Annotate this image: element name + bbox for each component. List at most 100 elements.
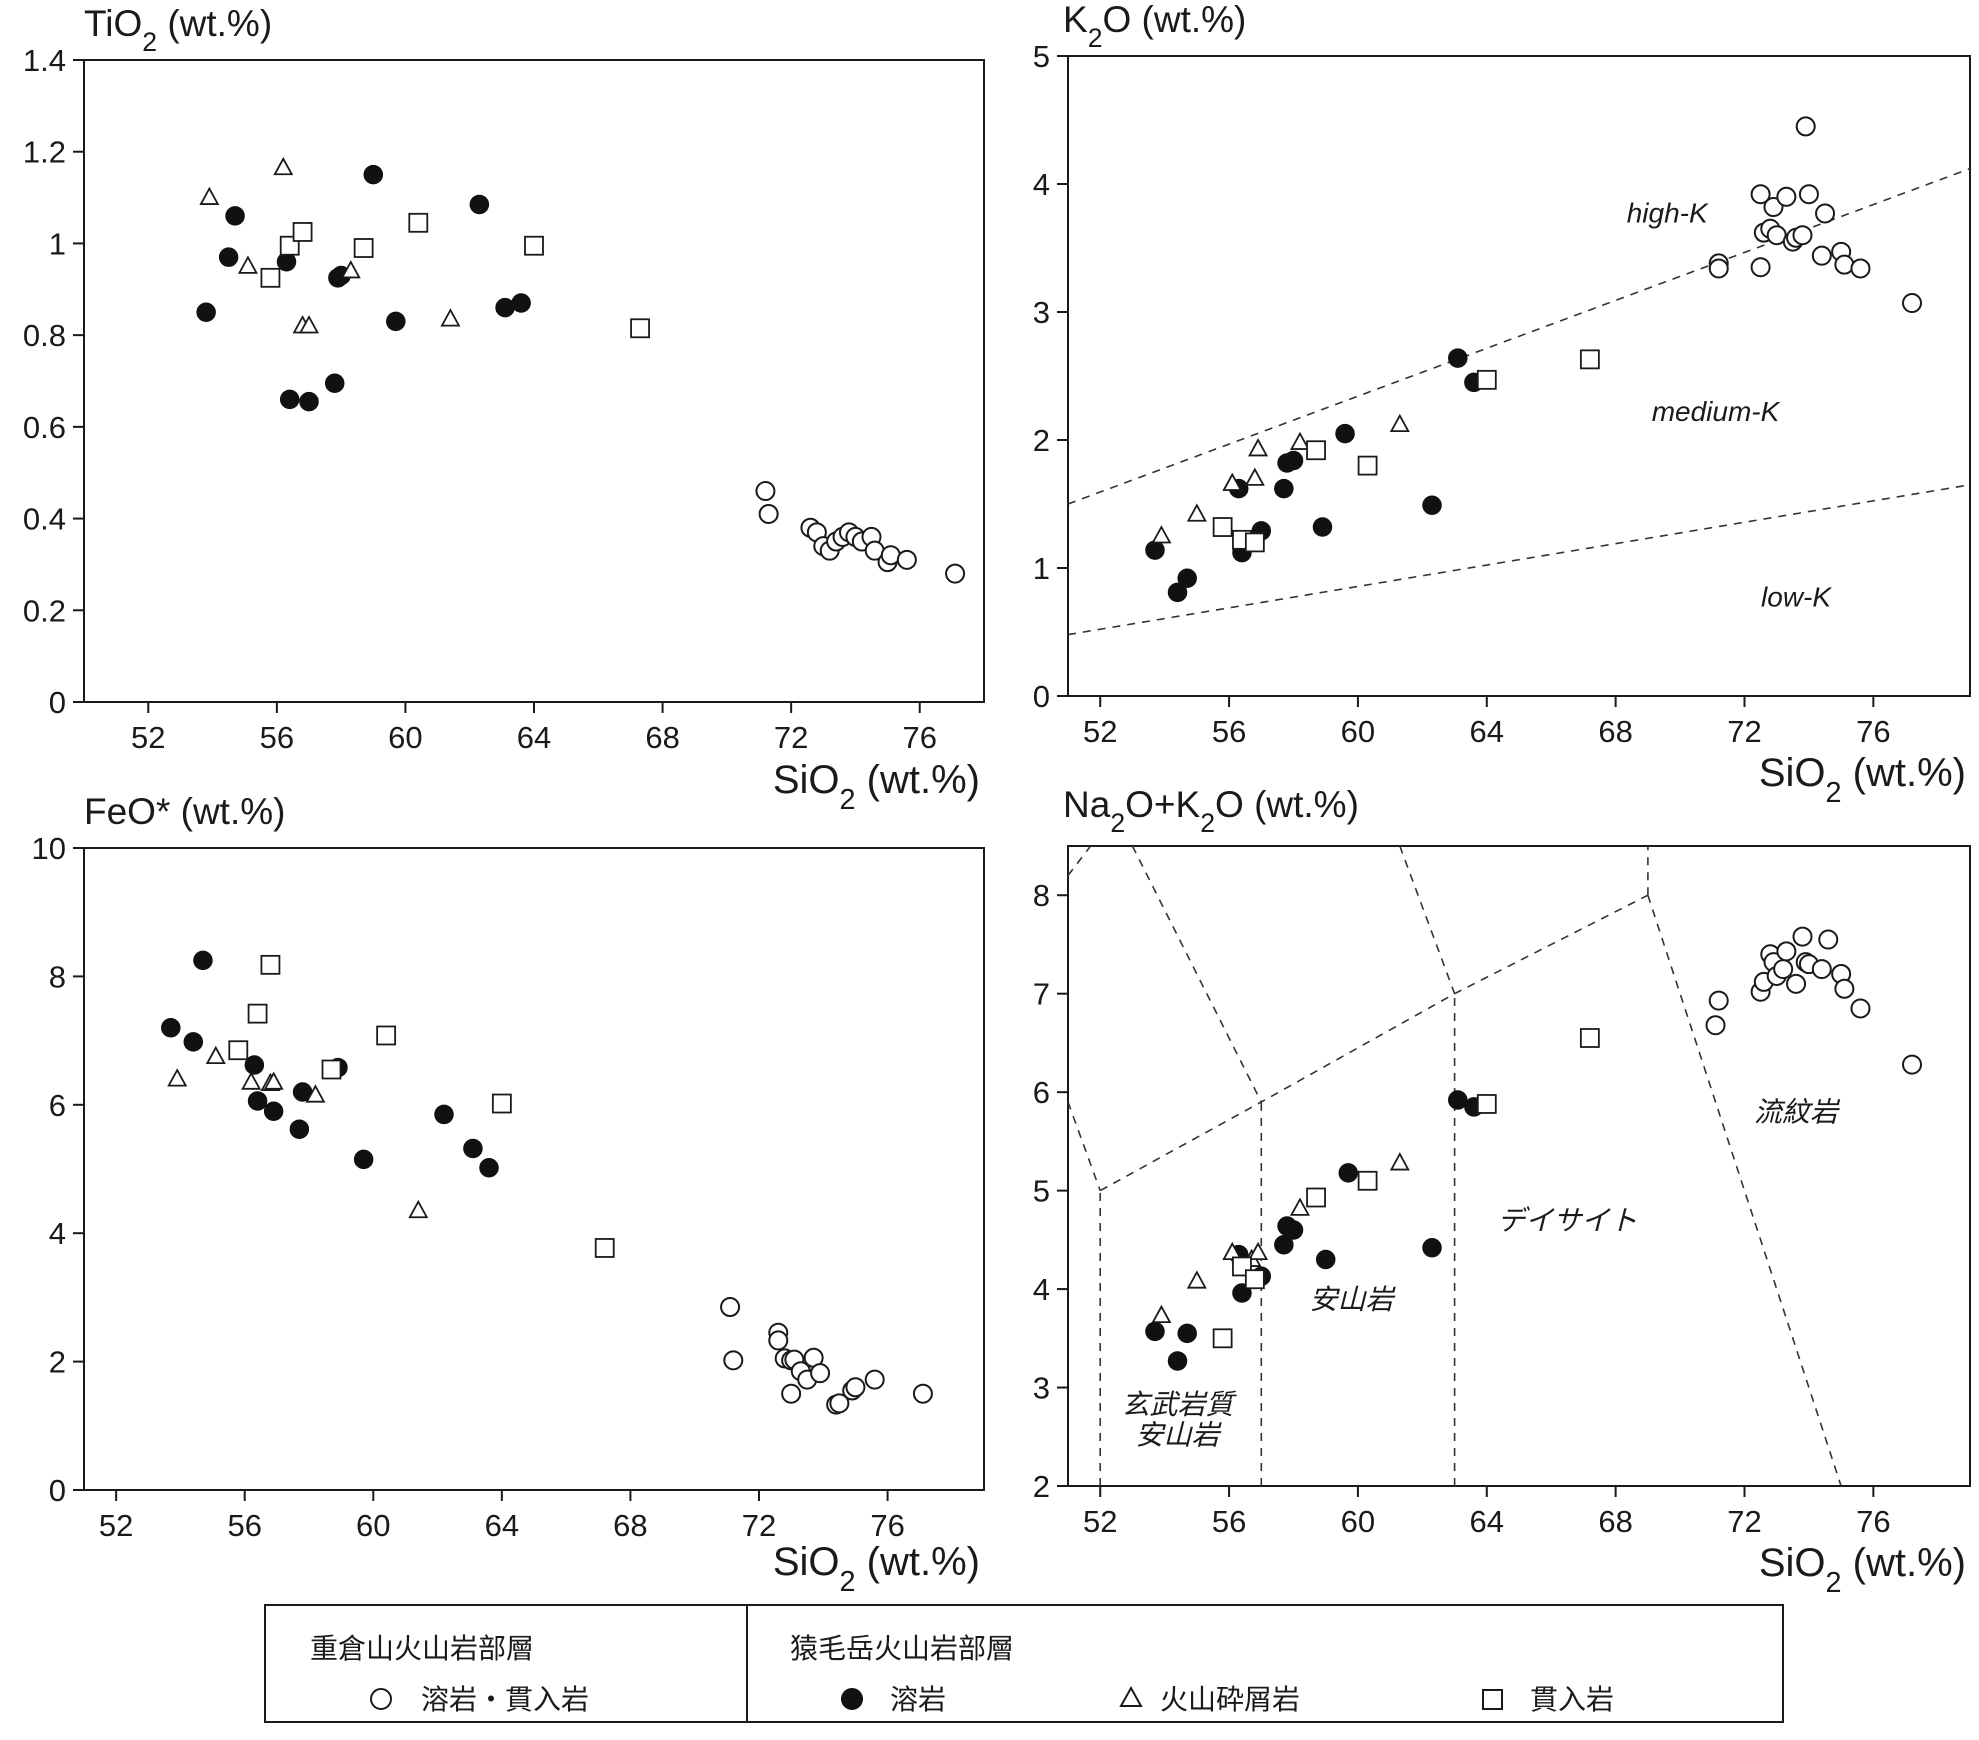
chart-panel-2: 52 56 60 64 68 72 76 0 1 2 3 4 5 K2O (wt.%) SiO2 (wt.%… <box>1033 0 1971 809</box>
point-triangle <box>1289 1197 1310 1216</box>
point-filled-circle <box>463 1138 483 1159</box>
point-open-circle <box>1850 258 1871 279</box>
legend-group2-item-pyroclastic: 火山砕屑岩 <box>1160 1683 1300 1716</box>
series-circle-filled <box>196 164 531 412</box>
point-square <box>630 318 650 339</box>
point-open-circle <box>945 563 966 584</box>
point-open-circle <box>1811 245 1832 266</box>
point-triangle <box>199 186 220 205</box>
point-filled-circle <box>386 311 406 332</box>
y-tick-label: 7 <box>1033 977 1050 1012</box>
point-filled-circle <box>353 1149 374 1170</box>
point-open-circle <box>720 1297 741 1318</box>
point-open-circle <box>829 1393 850 1414</box>
point-open-circle <box>1792 926 1813 947</box>
x-tick-label: 52 <box>99 1508 133 1543</box>
series-triangle-open <box>199 156 461 334</box>
region-label: デイサイト <box>1497 1204 1637 1237</box>
point-open-circle <box>1773 959 1794 980</box>
y-tick-label: 2 <box>49 1345 66 1380</box>
series-triangle-open <box>1151 413 1410 544</box>
x-tick-label: 68 <box>1598 714 1632 749</box>
point-square <box>228 1040 249 1061</box>
point-triangle <box>205 1045 226 1065</box>
point-triangle <box>340 260 361 279</box>
legend-box: 重倉山火山岩部層 溶岩・貫入岩 猿毛岳火山岩部層 溶岩 火山砕屑岩 貫入岩 <box>264 1604 1784 1723</box>
y-axis-label: Na2O+K2O (wt.%) <box>1063 784 1359 838</box>
point-open-circle <box>1792 225 1813 246</box>
point-filled-circle <box>183 1032 204 1052</box>
legend-group2-item-lava: 溶岩 <box>890 1683 946 1716</box>
point-square <box>1579 1028 1600 1048</box>
point-square <box>1212 1328 1233 1349</box>
point-filled-circle <box>289 1119 310 1139</box>
plot-frame <box>1067 55 1971 697</box>
x-tick-label: 56 <box>1212 1504 1246 1539</box>
point-open-circle <box>1902 293 1923 314</box>
point-open-circle <box>1818 929 1839 950</box>
x-tick-label: 76 <box>1856 1504 1890 1539</box>
point-filled-circle <box>1315 1249 1336 1270</box>
point-open-circle <box>896 549 917 570</box>
point-square <box>1306 440 1326 461</box>
point-filled-circle <box>495 297 515 318</box>
legend-group2-item-intrusive: 貫入岩 <box>1530 1683 1614 1716</box>
point-filled-circle <box>434 1104 454 1125</box>
point-triangle <box>1186 503 1207 522</box>
x-tick-label: 76 <box>870 1508 904 1543</box>
boundary-line <box>1068 484 1970 636</box>
classification-boundaries <box>1068 167 1970 636</box>
legend-square-marker <box>1482 1689 1503 1710</box>
point-open-circle <box>1795 116 1816 137</box>
point-open-circle <box>1708 990 1729 1011</box>
boundary-line <box>1131 846 1263 1103</box>
y-tick-label: 6 <box>49 1088 66 1123</box>
y-axis-label: TiO2 (wt.%) <box>84 3 272 57</box>
y-tick-label: 2 <box>1033 1469 1050 1504</box>
point-filled-circle <box>1167 1351 1188 1371</box>
point-triangle <box>305 1084 326 1103</box>
y-tick-label: 1.2 <box>23 135 66 170</box>
region-label: 玄武岩質 <box>1122 1388 1238 1421</box>
series-square-open <box>1212 349 1600 553</box>
point-square <box>292 222 313 242</box>
y-tick-label: 4 <box>49 1216 66 1251</box>
point-filled-circle <box>363 164 384 185</box>
point-triangle <box>1222 472 1243 491</box>
x-tick-label: 64 <box>517 720 551 755</box>
point-triangle <box>1151 1304 1172 1324</box>
point-triangle <box>263 1071 284 1090</box>
point-open-circle <box>1811 959 1832 980</box>
legend-frame <box>264 1604 1784 1723</box>
point-square <box>1212 517 1233 537</box>
point-open-circle <box>1798 184 1819 205</box>
x-tick-label: 68 <box>645 720 679 755</box>
point-square <box>1476 1094 1497 1114</box>
point-open-circle <box>1705 1015 1726 1036</box>
y-tick-label: 4 <box>1033 1272 1050 1307</box>
point-open-circle <box>723 1350 744 1371</box>
legend-open-circle-marker <box>370 1688 392 1710</box>
region-label: medium-K <box>1652 396 1781 427</box>
boundary-line <box>1399 846 1456 994</box>
y-tick-label: 0.6 <box>23 410 66 445</box>
y-tick-label: 2 <box>1033 423 1050 458</box>
y-tick-label: 0 <box>49 685 66 720</box>
x-tick-label: 64 <box>1470 714 1504 749</box>
point-square <box>594 1238 615 1258</box>
x-axis-label: SiO2 (wt.%) <box>1759 751 1966 809</box>
boundary-line <box>1099 894 1649 1192</box>
x-tick-label: 68 <box>1598 1504 1632 1539</box>
region-label: high-K <box>1627 197 1709 228</box>
point-triangle <box>1389 413 1410 433</box>
y-tick-label: 3 <box>1033 1371 1050 1406</box>
point-filled-circle <box>247 1091 268 1111</box>
point-filled-circle <box>1145 540 1165 560</box>
point-filled-circle <box>1422 495 1442 516</box>
point-square <box>260 954 281 975</box>
y-tick-label: 0 <box>49 1473 66 1508</box>
point-square <box>376 1025 397 1046</box>
point-open-circle <box>1850 998 1871 1019</box>
x-tick-label: 72 <box>742 1508 776 1543</box>
